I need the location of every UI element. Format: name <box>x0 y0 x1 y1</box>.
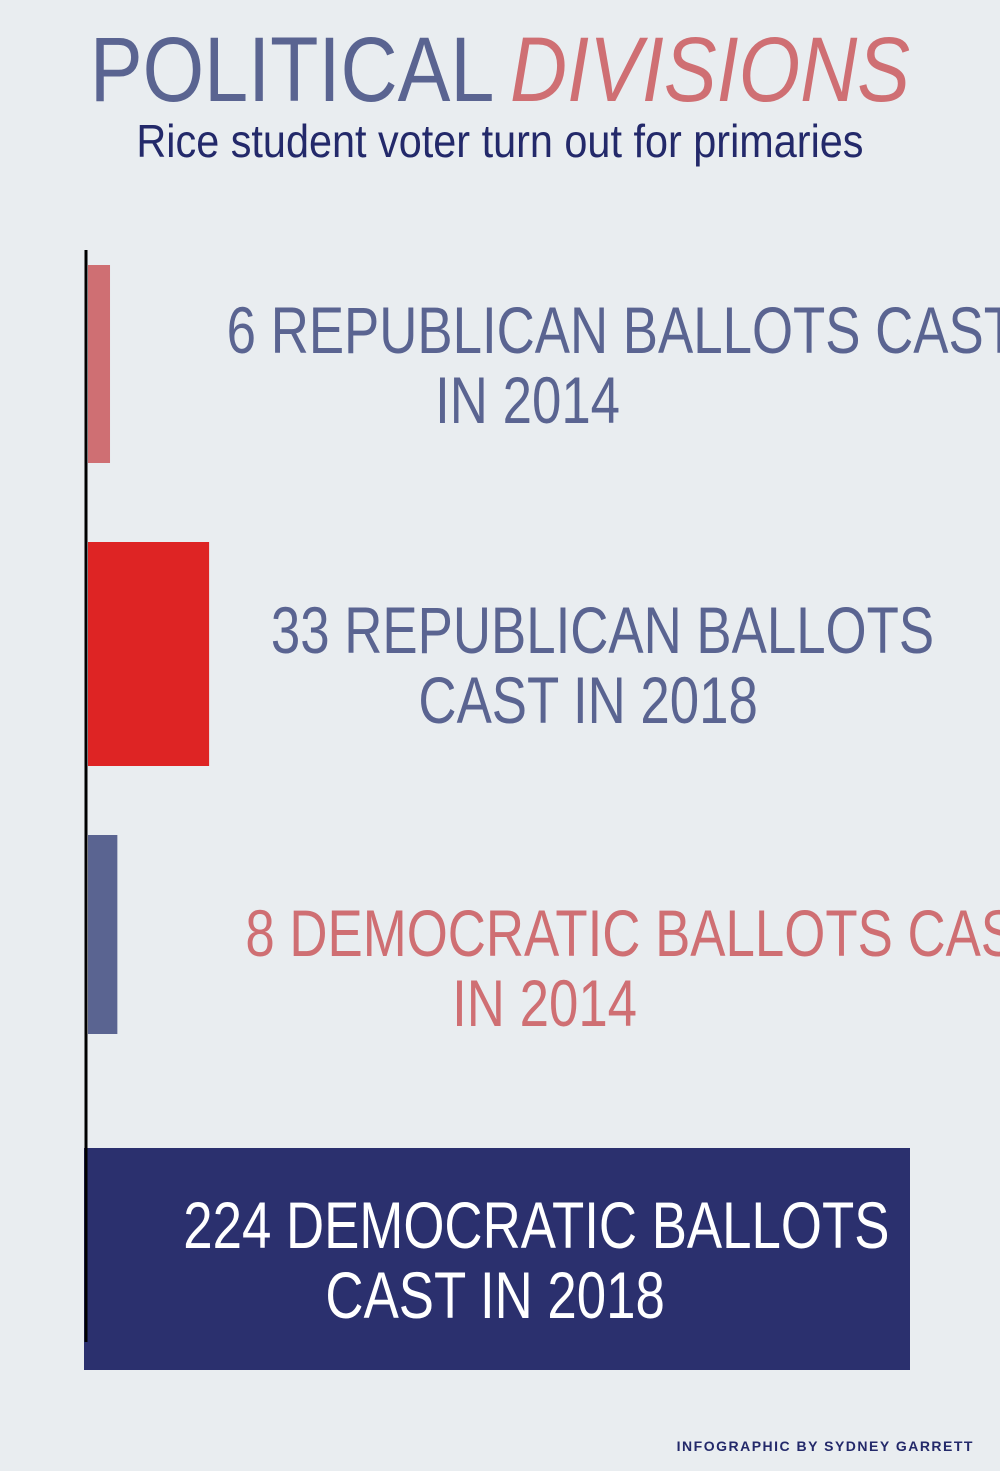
bar-1 <box>88 542 210 766</box>
bar-label-2: 8 DEMOCRATIC BALLOTS CAST IN 2014 <box>145 898 1000 1040</box>
bar-label-2-line-1: 8 DEMOCRATIC BALLOTS CAST <box>245 896 1000 970</box>
bar-label-1: 33 REPUBLICAN BALLOTS CAST IN 2018 <box>188 595 988 735</box>
bar-2 <box>88 835 118 1034</box>
bar-label-0-line-2: IN 2014 <box>435 363 621 437</box>
bar-label-0-line-1: 6 REPUBLICAN BALLOTS CAST <box>226 293 1000 367</box>
bar-label-1-line-2: CAST IN 2018 <box>418 663 758 737</box>
bar-label-0: 6 REPUBLICAN BALLOTS CAST IN 2014 <box>128 295 1000 437</box>
bar-3 <box>84 1148 910 1370</box>
subtitle-text: Rice student voter turn out for primarie… <box>136 115 864 167</box>
bar-label-1-line-1: 33 REPUBLICAN BALLOTS <box>270 593 935 667</box>
title-political: POLITICAL <box>90 19 495 121</box>
bar-label-3: 224 DEMOCRATIC BALLOTS CAST IN 2018 <box>95 1190 895 1330</box>
subtitle: Rice student voter turn out for primarie… <box>0 114 1000 168</box>
page-title: POLITICAL DIVISIONS <box>0 18 1000 123</box>
bar-label-3-line-1: 224 DEMOCRATIC BALLOTS <box>183 1188 890 1262</box>
bar-0 <box>88 265 111 463</box>
title-divisions: DIVISIONS <box>510 19 911 121</box>
credit: INFOGRAPHIC BY SYDNEY GARRETT <box>676 1438 974 1454</box>
bar-label-3-line-2: CAST IN 2018 <box>325 1258 665 1332</box>
bar-label-2-line-2: IN 2014 <box>452 966 638 1040</box>
